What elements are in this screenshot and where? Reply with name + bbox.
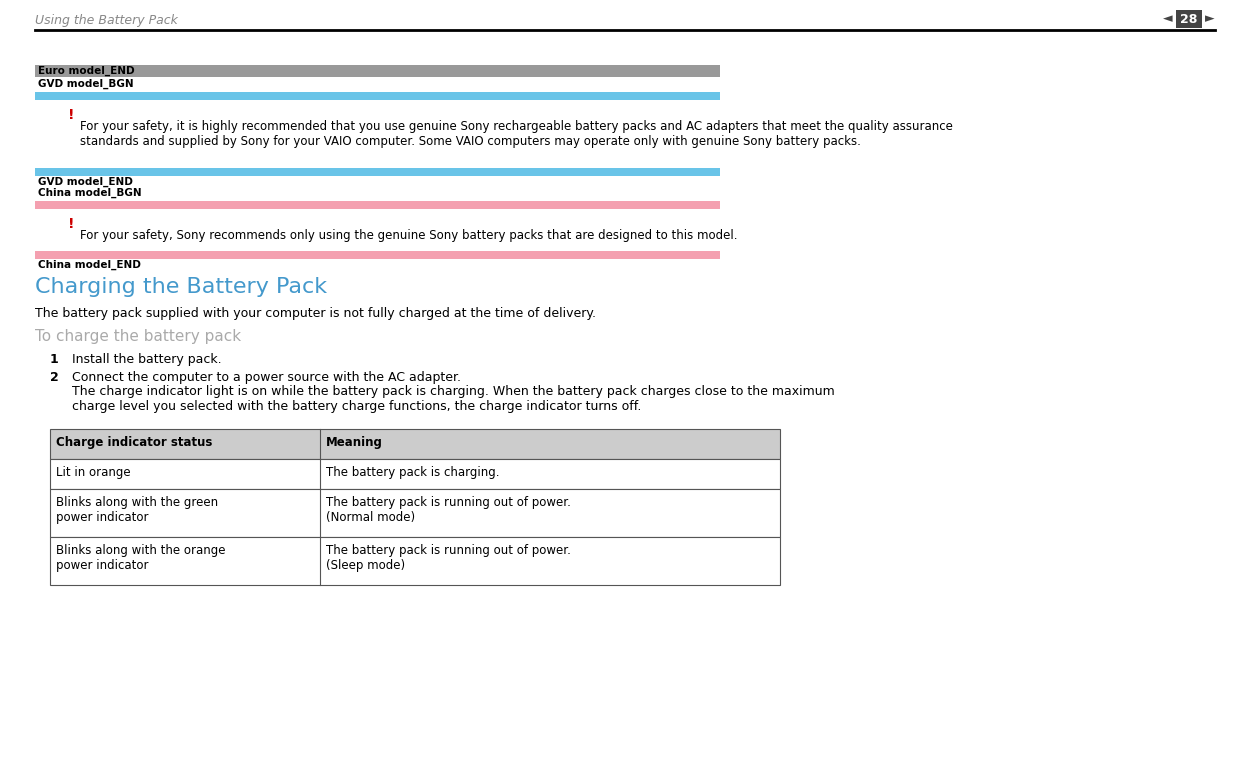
Text: 28: 28 (1180, 13, 1198, 26)
Text: The battery pack is charging.: The battery pack is charging. (326, 466, 500, 479)
Bar (35, 168, 720, 176)
Text: China model_END: China model_END (38, 260, 141, 270)
Text: Blinks along with the orange
power indicator: Blinks along with the orange power indic… (56, 544, 226, 572)
Text: GVD model_END: GVD model_END (38, 177, 133, 187)
Text: The battery pack is running out of power.
(Sleep mode): The battery pack is running out of power… (326, 544, 570, 572)
Bar (50, 489, 780, 537)
Text: The charge indicator light is on while the battery pack is charging. When the ba: The charge indicator light is on while t… (72, 385, 835, 413)
Text: To charge the battery pack: To charge the battery pack (35, 329, 241, 344)
Bar (50, 537, 780, 585)
Text: For your safety, it is highly recommended that you use genuine Sony rechargeable: For your safety, it is highly recommende… (81, 120, 952, 148)
Text: GVD model_BGN: GVD model_BGN (38, 79, 134, 89)
Bar (1176, 10, 1202, 28)
Text: Lit in orange: Lit in orange (56, 466, 130, 479)
Text: Connect the computer to a power source with the AC adapter.: Connect the computer to a power source w… (72, 371, 461, 384)
Text: 1: 1 (50, 353, 58, 366)
Text: Using the Battery Pack: Using the Battery Pack (35, 14, 177, 27)
Text: ►: ► (1205, 13, 1215, 26)
Text: !: ! (68, 217, 74, 231)
Text: Blinks along with the green
power indicator: Blinks along with the green power indica… (56, 496, 218, 524)
Text: Charge indicator status: Charge indicator status (56, 436, 212, 449)
Text: Install the battery pack.: Install the battery pack. (72, 353, 222, 366)
Bar (50, 429, 780, 459)
Text: Euro model_END: Euro model_END (38, 66, 135, 76)
Bar (35, 251, 720, 259)
Bar (35, 201, 720, 209)
Bar (50, 459, 780, 489)
Text: China model_BGN: China model_BGN (38, 188, 141, 198)
Text: The battery pack is running out of power.
(Normal mode): The battery pack is running out of power… (326, 496, 570, 524)
Text: Meaning: Meaning (326, 436, 383, 449)
Text: Charging the Battery Pack: Charging the Battery Pack (35, 277, 327, 297)
Bar (35, 92, 720, 100)
Text: ◄: ◄ (1163, 13, 1173, 26)
Text: The battery pack supplied with your computer is not fully charged at the time of: The battery pack supplied with your comp… (35, 307, 596, 320)
Text: 2: 2 (50, 371, 58, 384)
Text: !: ! (68, 108, 74, 122)
Bar (35, 65, 720, 77)
Text: For your safety, Sony recommends only using the genuine Sony battery packs that : For your safety, Sony recommends only us… (81, 229, 738, 242)
